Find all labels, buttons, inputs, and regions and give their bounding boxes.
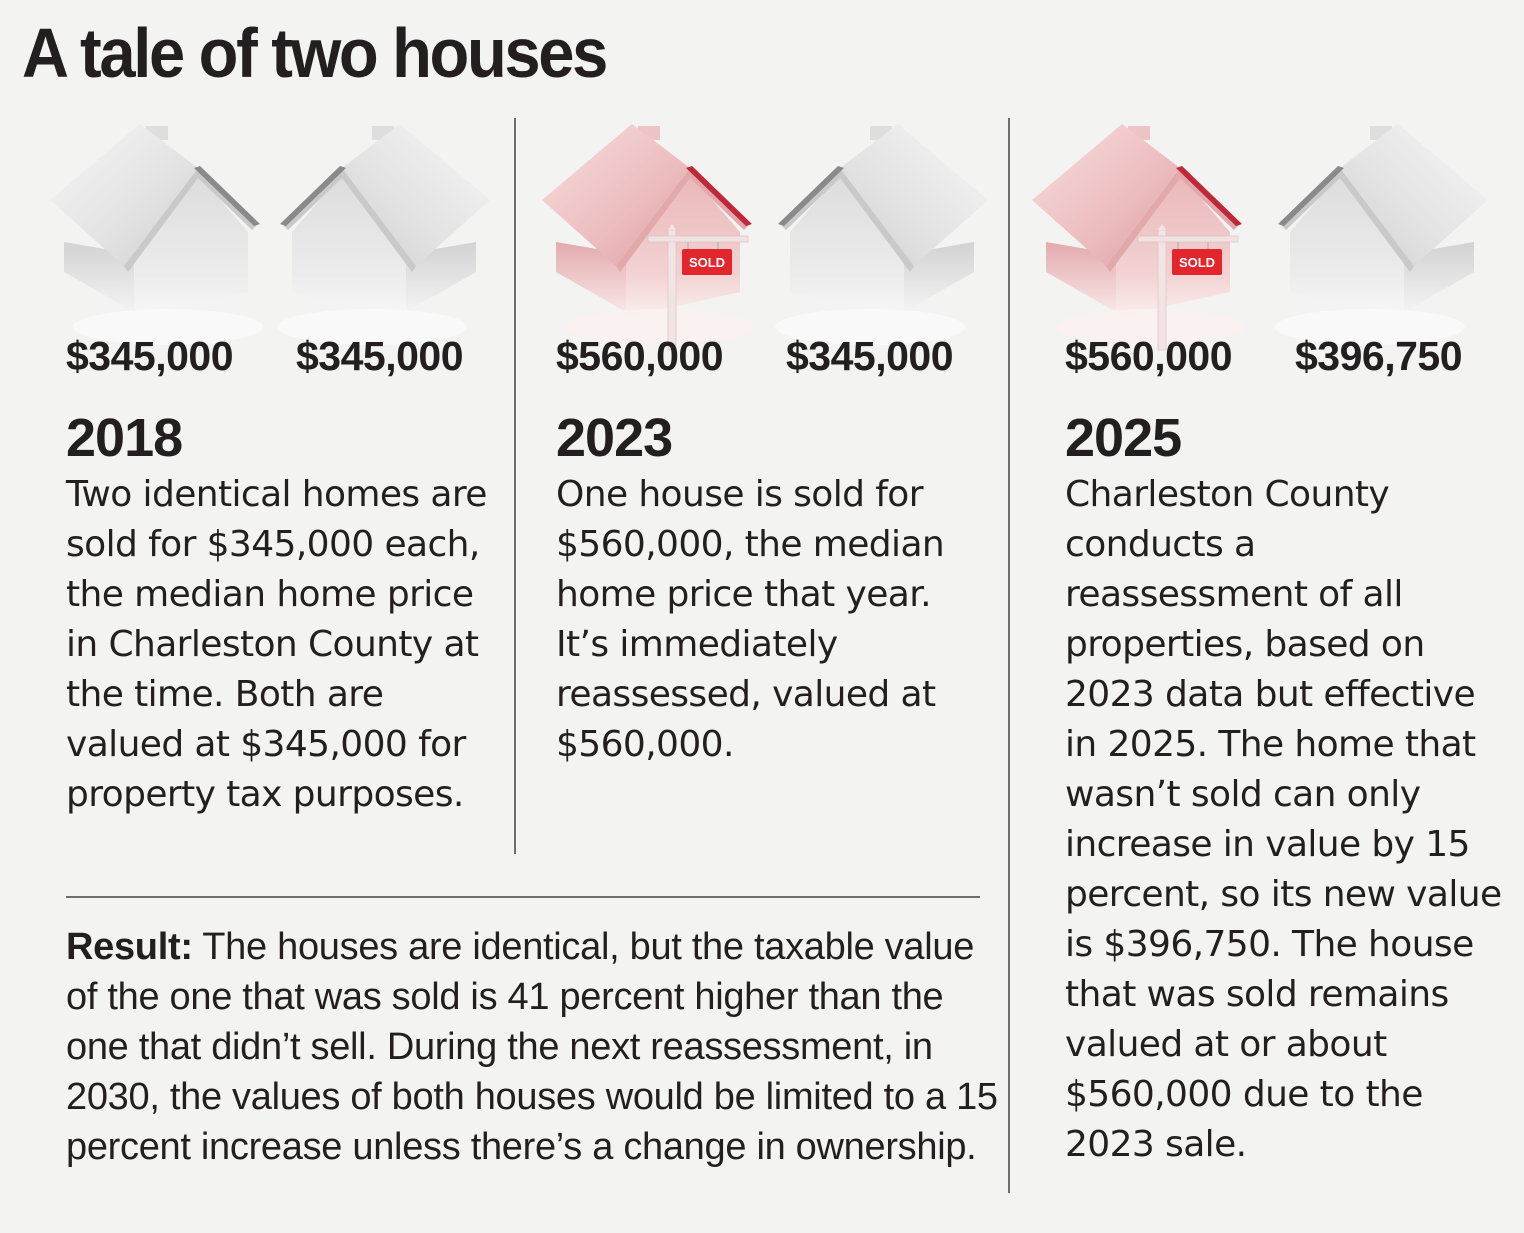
- result-paragraph: Result: The houses are identical, but th…: [66, 922, 1006, 1172]
- house-white-icon: [770, 122, 990, 352]
- house-white-icon: [48, 122, 268, 352]
- page-title: A tale of two houses: [22, 14, 608, 92]
- result-text: The houses are identical, but the taxabl…: [66, 926, 998, 1168]
- result-label: Result:: [66, 926, 193, 968]
- house-price: $560,000: [1065, 333, 1233, 379]
- house-white-icon: [1270, 122, 1490, 352]
- panel-description: Two identical homes are sold for $345,00…: [66, 474, 487, 815]
- house-price: $345,000: [66, 333, 234, 379]
- house-white-icon: [272, 122, 492, 352]
- house-price: $345,000: [296, 333, 464, 379]
- house-pink-sold-icon: SOLD: [1030, 122, 1250, 352]
- panel-year: 2023: [556, 408, 673, 468]
- result-divider: [66, 896, 980, 898]
- column-divider-1: [514, 118, 516, 854]
- sold-sign-label: SOLD: [1179, 255, 1215, 270]
- panel-year: 2025: [1065, 408, 1182, 468]
- house-price: $345,000: [786, 333, 954, 379]
- sold-sign-label: SOLD: [689, 255, 725, 270]
- house-price: $560,000: [556, 333, 724, 379]
- column-divider-2: [1008, 118, 1010, 1193]
- panel-description: One house is sold for $560,000, the medi…: [556, 474, 945, 765]
- house-pink-sold-icon: SOLD: [540, 122, 760, 352]
- panel-description: Charleston County conducts a reassessmen…: [1065, 474, 1502, 1165]
- panel-year: 2018: [66, 408, 183, 468]
- house-price: $396,750: [1295, 333, 1463, 379]
